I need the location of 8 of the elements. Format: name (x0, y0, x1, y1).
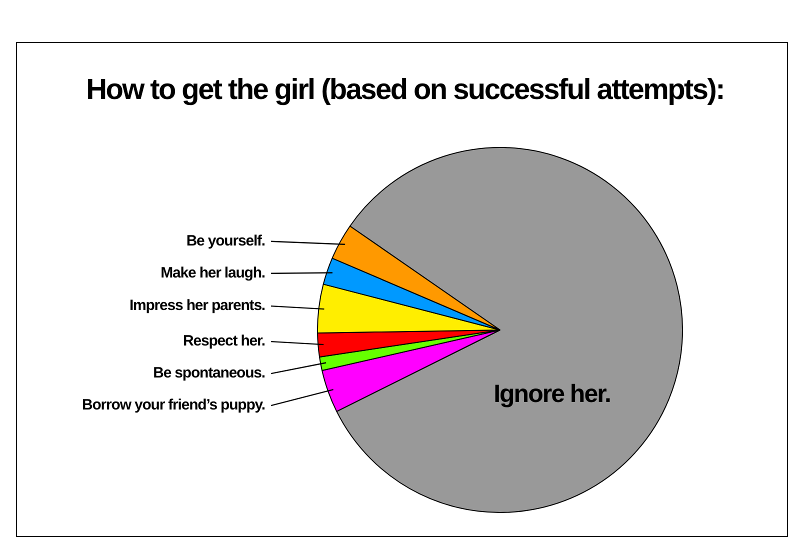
slice-label: Ignore her. (494, 380, 610, 408)
slice-label: Be yourself. (186, 232, 266, 250)
slice-label: Borrow your friend’s puppy. (82, 396, 266, 414)
slice-label: Respect her. (182, 332, 266, 350)
slice-label: Be spontaneous. (153, 364, 266, 382)
slice-label: Impress her parents. (129, 297, 266, 314)
chart-title: How to get the girl (based on successful attempts): (85, 74, 725, 107)
slice-label: Make her laugh. (160, 264, 266, 282)
